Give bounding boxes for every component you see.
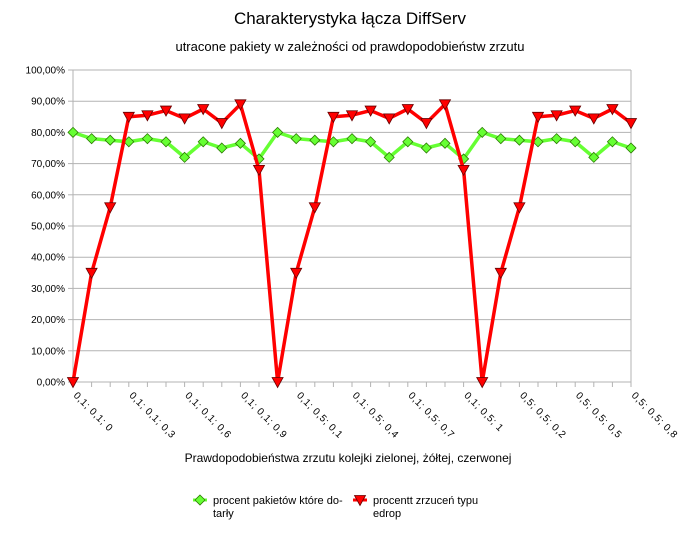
data-point [178, 113, 191, 125]
data-point [290, 267, 303, 280]
data-point [587, 113, 600, 125]
data-point [569, 105, 582, 117]
data-point [588, 151, 600, 163]
y-tick-label: 60,00% [31, 190, 65, 201]
x-axis-ticks: 0,1; 0,1; 0 0,1; 0,1; 0,3 0,1; 0,1; 0,6 0,1… [71, 382, 680, 441]
data-point [104, 134, 116, 146]
x-tick-label: 0,1; 0,5; 0,4 [350, 390, 401, 441]
data-point [67, 126, 79, 138]
chart-title: Charakterystyka łącza DiffServ [234, 9, 467, 28]
data-point [234, 137, 246, 149]
data-point [495, 133, 507, 145]
data-point [476, 126, 488, 138]
series-red [66, 99, 638, 389]
legend-label: procentt zrzuceń typu [373, 495, 478, 507]
data-point [531, 111, 545, 124]
x-axis-label: Prawdopodobieństwa zrzutu kolejki zielon… [185, 451, 512, 465]
data-point [383, 113, 396, 125]
chart-subtitle: utracone pakiety w zależności od prawdop… [175, 39, 524, 54]
data-point [179, 151, 191, 163]
y-tick-label: 20,00% [31, 315, 65, 326]
data-point [606, 104, 619, 116]
legend-marker [353, 495, 367, 507]
data-point [197, 104, 210, 116]
data-point [420, 142, 432, 154]
data-point [513, 134, 525, 146]
data-point [252, 164, 266, 177]
x-tick-label: 0,1; 0,1; 0,9 [238, 390, 289, 441]
legend-label: tarły [213, 508, 234, 520]
data-point [569, 136, 581, 148]
data-point [439, 137, 451, 149]
data-point [327, 111, 340, 124]
data-point [625, 142, 637, 154]
series-layer [66, 99, 638, 389]
y-tick-label: 10,00% [31, 346, 65, 357]
data-point [159, 105, 173, 117]
data-point [513, 202, 526, 214]
data-point [401, 104, 414, 116]
y-tick-label: 30,00% [31, 284, 65, 295]
x-tick-label: 0,5; 0,5; 0,5 [573, 390, 624, 441]
x-tick-label: 0,1; 0,5; 0,7 [406, 390, 457, 441]
data-point [66, 377, 80, 389]
data-point [550, 110, 563, 122]
data-point [606, 136, 618, 148]
data-point [160, 136, 172, 148]
data-point [272, 126, 284, 138]
y-tick-label: 40,00% [31, 253, 65, 264]
data-point [86, 133, 98, 145]
x-tick-label: 0,5; 0,5; 0,8 [629, 390, 680, 441]
data-point [215, 118, 228, 130]
y-tick-label: 50,00% [31, 222, 65, 233]
data-point [457, 164, 470, 177]
data-point [141, 110, 154, 122]
data-point [365, 136, 377, 148]
data-point [308, 202, 321, 214]
x-tick-label: 0,1; 0,5; 0,1 [294, 390, 345, 441]
legend-label: procent pakietów które do- [213, 495, 343, 507]
data-point [420, 118, 433, 130]
x-tick-label: 0,1; 0,1; 0 [71, 390, 115, 434]
data-point [216, 142, 228, 154]
y-tick-label: 80,00% [31, 128, 65, 139]
data-point [104, 202, 117, 214]
data-point [624, 118, 638, 130]
data-point [383, 151, 395, 163]
data-point [476, 377, 489, 389]
data-point [345, 110, 359, 122]
data-point [234, 99, 247, 111]
data-point [438, 99, 452, 111]
y-axis-ticks: 0,00% 10,00% 20,00% 30,00% 40,00% 50,00% 60,00… [26, 66, 73, 389]
data-point [494, 267, 507, 280]
data-point [197, 136, 209, 148]
data-point [402, 136, 414, 148]
x-tick-label: 0,5; 0,5; 0,2 [517, 390, 568, 441]
data-point [290, 133, 302, 145]
data-point [85, 267, 98, 280]
legend-marker [194, 494, 206, 506]
y-tick-label: 100,00% [26, 66, 66, 77]
data-point [346, 133, 358, 145]
data-point [309, 134, 321, 146]
data-point [271, 377, 284, 389]
x-tick-label: 0,1; 0,1; 0,6 [182, 390, 233, 441]
legend-label: edrop [373, 508, 401, 520]
legend-item: procent pakietów które do-tarły [193, 494, 343, 520]
x-tick-label: 0,1; 0,5; 1 [461, 390, 505, 434]
y-tick-label: 70,00% [31, 159, 65, 170]
legend: procent pakietów które do-tarły procentt … [193, 494, 478, 520]
data-point [364, 105, 377, 117]
y-tick-label: 90,00% [31, 97, 65, 108]
x-tick-label: 0,1; 0,1; 0,3 [127, 390, 178, 441]
data-point [122, 111, 135, 124]
series-line [71, 102, 633, 384]
data-point [551, 133, 563, 145]
y-tick-label: 0,00% [37, 378, 65, 389]
data-point [141, 133, 153, 145]
